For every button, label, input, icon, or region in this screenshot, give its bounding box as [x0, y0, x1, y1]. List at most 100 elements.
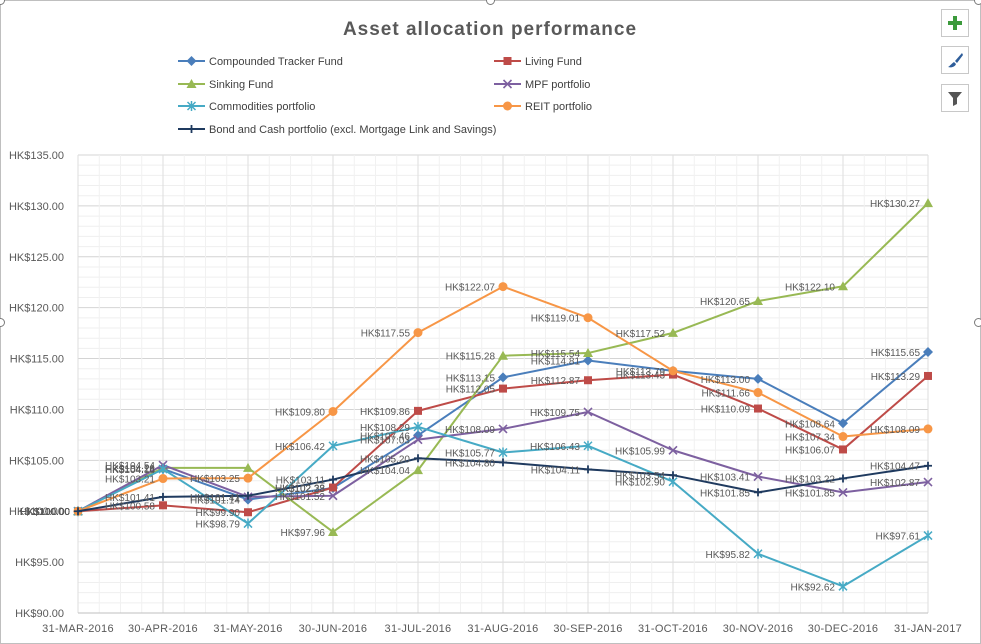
data-label: HK$106.42 [275, 442, 325, 453]
x-tick-label: 31-MAY-2016 [213, 623, 282, 635]
data-label: HK$112.87 [531, 376, 581, 387]
data-point [498, 282, 508, 292]
x-tick-label: 30-SEP-2016 [553, 623, 622, 635]
data-label: HK$106.43 [530, 442, 580, 453]
legend-label: REIT portfolio [525, 101, 592, 113]
funnel-icon [948, 92, 962, 106]
plot-grid [77, 154, 929, 614]
x-tick-label: 31-JUL-2016 [385, 623, 452, 635]
chart-styles-button[interactable] [941, 46, 969, 74]
data-point [669, 471, 677, 480]
data-label: HK$104.04 [360, 466, 410, 477]
data-point [244, 508, 252, 517]
data-point [839, 445, 847, 454]
legend-marker [503, 57, 512, 65]
data-label: HK$109.80 [275, 407, 325, 418]
data-label-group: HK$100.00 HK$104.14 HK$98.79 HK$106.42 HK$10… [20, 423, 920, 593]
data-label: HK$105.99 [615, 446, 665, 457]
y-tick-label: HK$100.00 [9, 506, 64, 518]
resize-handle-left[interactable] [0, 318, 5, 327]
data-point [328, 526, 338, 536]
resize-handle-top[interactable] [486, 0, 495, 5]
legend-marker [503, 101, 512, 111]
data-label: HK$101.41 [190, 493, 240, 504]
data-label: HK$115.65 [871, 348, 921, 359]
data-point [923, 346, 933, 357]
legend-entry: Sinking Fund [178, 79, 273, 91]
data-label: HK$100.00 [20, 507, 70, 518]
data-point [413, 421, 423, 432]
data-label: HK$101.14 [190, 496, 240, 507]
y-tick-label: HK$120.00 [9, 303, 64, 315]
data-point [329, 475, 337, 484]
data-point [754, 488, 762, 497]
data-label: HK$103.25 [190, 474, 240, 485]
data-label: HK$113.43 [616, 371, 666, 382]
data-label: HK$102.33 [275, 484, 325, 495]
data-point [924, 461, 932, 470]
data-point [243, 473, 253, 483]
data-label: HK$101.41 [105, 493, 155, 504]
data-point [413, 435, 423, 445]
data-point [498, 424, 508, 434]
data-point [923, 424, 933, 434]
data-point [753, 471, 763, 482]
chart-filters-button[interactable] [941, 84, 969, 112]
legend-marker [186, 101, 197, 111]
data-label: HK$107.46 [360, 431, 410, 442]
data-point [753, 296, 763, 306]
x-tick-label: 30-DEC-2016 [808, 623, 879, 635]
data-label: HK$100.00 [20, 507, 70, 518]
resize-handle-top-right[interactable] [974, 0, 981, 5]
data-label: HK$105.77 [445, 448, 495, 459]
data-label: HK$101.85 [785, 488, 835, 499]
data-point [329, 483, 337, 492]
plus-icon [948, 16, 962, 30]
data-point [668, 366, 678, 376]
data-label: HK$104.80 [445, 458, 495, 469]
legend-marker [187, 125, 196, 133]
data-point [243, 462, 253, 472]
data-label: HK$112.05 [446, 385, 496, 396]
chart-title: Asset allocation performance [343, 19, 637, 40]
data-label: HK$100.00 [20, 507, 70, 518]
data-point [753, 548, 763, 559]
data-label: HK$103.21 [105, 475, 155, 486]
data-point [838, 281, 848, 291]
data-label: HK$102.90 [615, 478, 665, 489]
data-point [583, 440, 593, 451]
data-point [924, 371, 932, 380]
resize-handle-top-left[interactable] [0, 0, 5, 5]
series-group [73, 282, 933, 516]
data-point [159, 501, 167, 510]
data-label: HK$99.90 [196, 508, 241, 519]
data-point [244, 491, 252, 500]
legend-label: Commodities portfolio [209, 101, 315, 113]
series-group [73, 421, 933, 592]
data-label: HK$97.61 [876, 532, 921, 543]
data-label: HK$104.14 [105, 465, 155, 476]
data-label: HK$100.58 [105, 501, 155, 512]
data-label: HK$117.55 [361, 329, 411, 340]
data-label: HK$103.41 [700, 473, 750, 484]
data-point [923, 530, 933, 541]
chart-elements-button[interactable] [941, 9, 969, 37]
data-label: HK$120.65 [700, 297, 750, 308]
data-point [838, 432, 848, 442]
data-label: HK$98.79 [196, 520, 241, 531]
data-label: HK$115.28 [446, 352, 496, 363]
y-tick-label: HK$110.00 [10, 404, 64, 416]
data-point [753, 373, 763, 384]
x-tick-label: 31-OCT-2016 [638, 623, 708, 635]
legend-entry: Compounded Tracker Fund [178, 56, 343, 68]
x-tick-label: 31-MAR-2016 [42, 623, 114, 635]
resize-handle-right[interactable] [974, 318, 981, 327]
data-point [753, 388, 763, 398]
data-label: HK$113.15 [446, 373, 496, 384]
data-label: HK$95.82 [706, 550, 751, 561]
data-point [498, 447, 508, 458]
data-point [498, 372, 508, 383]
